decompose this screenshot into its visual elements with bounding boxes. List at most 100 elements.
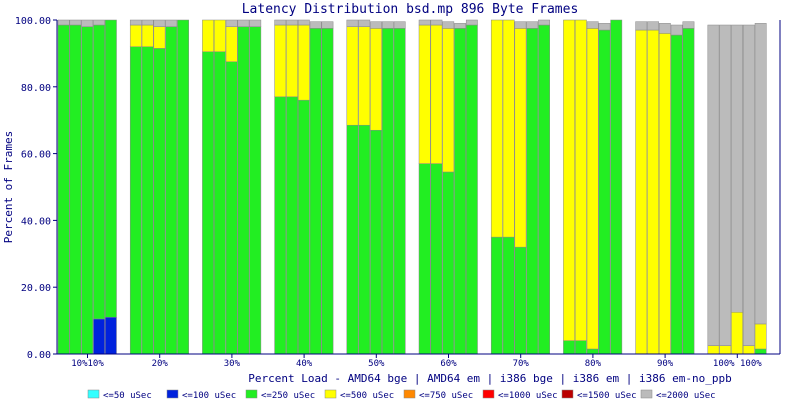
bar-segment-7-3-4 (514, 28, 527, 248)
bar-segment-5-3-3 (370, 129, 382, 355)
bar-segment-2-2-4 (141, 24, 154, 47)
bar-segment-3-4-3 (237, 26, 250, 355)
bar-segment-6-4-8 (454, 23, 466, 29)
y-tick-label: 0.00 (27, 350, 51, 361)
bar-segment-2-3-3 (153, 48, 166, 355)
bar-segment-5-1-8 (346, 19, 359, 27)
bar-segment-3-5-8 (249, 19, 262, 27)
bar-segment-9-2-4 (647, 29, 659, 355)
bar-segment-1-4-3 (93, 24, 105, 320)
legend-swatch (166, 389, 179, 399)
bar-segment-5-2-3 (358, 124, 371, 355)
bar-segment-4-3-8 (297, 19, 310, 26)
axis-layer: 0.00 20.00 40.00 60.00 80.00 100.00 10%10% 20% 3… (15, 16, 781, 369)
bar-segment-2-1-3 (129, 46, 142, 355)
bar-segment-5-5-3 (393, 28, 406, 355)
bar-segment-7-1-3 (490, 236, 503, 355)
bar-segment-1-5-3 (104, 19, 117, 318)
x-tick-label: 70% (513, 359, 530, 369)
bar-segment-4-2-8 (286, 19, 298, 26)
bar-segment-4-1-3 (274, 96, 287, 355)
bar-segment-10-5-3 (754, 348, 767, 355)
bar-segment-1-1-3 (57, 24, 70, 355)
bar-segment-9-1-4 (635, 29, 648, 355)
bar-segment-6-2-4 (430, 24, 443, 164)
bar-segment-5-3-8 (370, 21, 382, 29)
bar-segment-4-3-4 (297, 24, 310, 101)
bar-segment-6-3-3 (442, 171, 455, 355)
bar-segment-3-1-4 (202, 19, 214, 52)
bar-segment-2-4-3 (165, 26, 178, 355)
bar-segment-8-3-4 (586, 28, 599, 350)
bar-segment-9-5-8 (682, 21, 695, 29)
bar-segment-4-5-3 (321, 28, 334, 355)
bar-segment-9-5-3 (682, 28, 695, 355)
bar-segment-9-4-3 (670, 34, 683, 355)
bar-segment-9-2-8 (647, 21, 659, 31)
y-tick-label: 40.00 (21, 216, 51, 227)
bar-segment-7-3-3 (514, 246, 527, 355)
bar-segment-8-5-3 (610, 19, 623, 355)
bar-segment-5-4-8 (381, 21, 394, 29)
bar-segment-3-1-3 (202, 51, 214, 355)
legend-swatch (561, 389, 574, 399)
bar-segment-3-3-8 (225, 19, 238, 27)
y-axis-label: Percent of Frames (2, 131, 15, 244)
bar-segment-7-2-4 (502, 19, 515, 238)
bar-segment-7-1-4 (490, 19, 503, 238)
bar-segment-1-4-2 (93, 318, 105, 355)
bar-segment-7-5-3 (538, 24, 550, 355)
bar-segment-8-4-3 (598, 29, 611, 355)
bar-segment-10-1-4 (707, 345, 720, 355)
bar-segment-3-3-4 (225, 26, 238, 62)
bar-segment-4-2-4 (286, 24, 298, 98)
bar-segment-2-1-8 (129, 19, 142, 26)
legend-swatch (324, 389, 337, 399)
bar-segment-3-5-3 (249, 26, 262, 355)
bar-segment-10-5-8 (754, 23, 767, 325)
x-tick-label: 60% (440, 359, 457, 369)
bar-segment-3-2-4 (213, 19, 226, 52)
bar-segment-6-3-8 (442, 21, 455, 29)
bar-segment-4-1-8 (274, 19, 287, 26)
bar-segment-8-3-3 (586, 348, 599, 355)
legend-label: <=500 uSec (340, 391, 394, 400)
bar-segment-10-5-4 (754, 323, 767, 350)
x-tick-label: 30% (224, 359, 241, 369)
bar-segment-6-1-4 (418, 24, 431, 164)
bar-segment-3-2-3 (213, 51, 226, 355)
bar-segment-7-5-8 (538, 19, 550, 26)
bar-segment-8-2-3 (574, 340, 587, 355)
bar-segment-10-2-4 (719, 345, 732, 355)
bar-segment-5-3-4 (370, 28, 382, 131)
bar-segment-6-2-3 (430, 163, 443, 355)
bar-segment-2-3-8 (153, 19, 166, 27)
bar-segment-10-3-4 (731, 312, 743, 355)
y-tick-label: 20.00 (21, 283, 51, 294)
bar-segment-7-2-3 (502, 236, 515, 355)
legend-label: <=1500 uSec (577, 391, 637, 400)
bar-segment-2-4-8 (165, 19, 178, 27)
bar-segment-4-5-8 (321, 21, 334, 29)
bar-segment-2-3-4 (153, 26, 166, 49)
legend-label: <=50 uSec (103, 391, 152, 400)
bar-segment-10-2-8 (719, 24, 732, 346)
bar-segment-5-4-3 (381, 28, 394, 355)
legend-swatch (640, 389, 653, 399)
bar-segment-6-5-8 (465, 19, 478, 26)
bar-segment-1-4-8 (93, 19, 105, 26)
bar-segment-1-3-3 (81, 26, 94, 355)
bar-segment-8-1-4 (563, 19, 575, 341)
bar-segment-9-3-4 (658, 33, 671, 355)
bar-segment-10-4-8 (742, 24, 755, 346)
y-tick-label: 60.00 (21, 150, 51, 161)
legend-swatch (482, 389, 495, 399)
bar-segment-5-2-4 (358, 26, 371, 126)
bar-segment-4-3-3 (297, 99, 310, 355)
legend-label: <=750 uSec (419, 391, 473, 400)
bar-segment-10-1-8 (707, 24, 720, 346)
bar-segment-6-2-8 (430, 19, 443, 26)
bar-segment-7-4-8 (526, 21, 539, 29)
